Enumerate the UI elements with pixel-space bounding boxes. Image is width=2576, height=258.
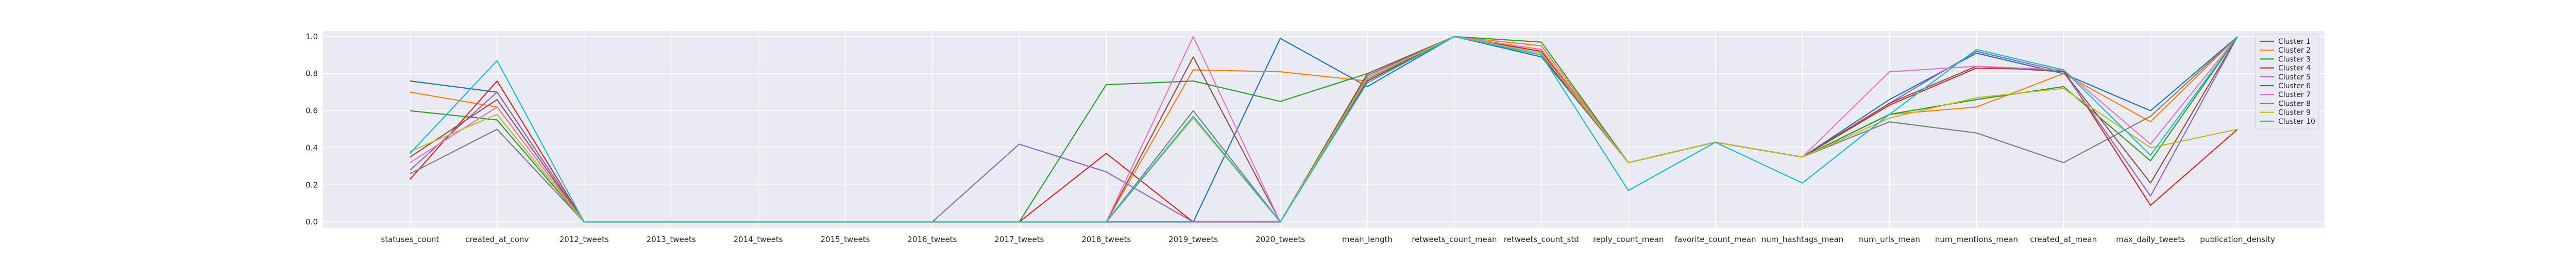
legend-label: Cluster 5 (2278, 73, 2311, 82)
legend-label: Cluster 7 (2278, 91, 2311, 99)
x-tick-label: num_mentions_mean (1935, 235, 2018, 245)
x-tick-label: 2020_tweets (1256, 235, 1305, 245)
y-tick-label: 1.0 (306, 32, 318, 41)
x-tick-label: max_daily_tweets (2116, 235, 2185, 245)
x-tick-label: mean_length (1342, 235, 1393, 245)
legend-label: Cluster 3 (2278, 55, 2311, 63)
legend-label: Cluster 1 (2278, 38, 2311, 46)
x-tick-label: created_at_conv (465, 235, 529, 245)
x-tick-label: num_urls_mean (1859, 235, 1920, 245)
x-tick-label: retweets_count_mean (1412, 235, 1497, 245)
y-tick-label: 0.2 (306, 180, 318, 189)
x-tick-label: 2012_tweets (560, 235, 609, 245)
x-tick-label: publication_density (2200, 235, 2275, 245)
x-axis: statuses_count created_at_conv 2012_tweets… (381, 235, 2275, 245)
x-tick-label: 2018_tweets (1081, 235, 1131, 245)
x-tick-label: favorite_count_mean (1675, 235, 1756, 245)
x-tick-label: retweets_count_std (1504, 235, 1579, 245)
x-tick-label: 2015_tweets (820, 235, 870, 245)
y-tick-label: 0.8 (306, 69, 318, 78)
x-tick-label: created_at_mean (2030, 235, 2097, 245)
legend-label: Cluster 4 (2278, 64, 2311, 73)
legend-label: Cluster 2 (2278, 46, 2311, 55)
y-tick-label: 0.6 (306, 106, 318, 116)
x-tick-label: reply_count_mean (1593, 235, 1664, 245)
y-tick-label: 0.0 (306, 217, 318, 227)
legend-label: Cluster 9 (2278, 109, 2311, 117)
legend-label: Cluster 8 (2278, 100, 2311, 108)
x-tick-label: num_hashtags_mean (1761, 235, 1844, 245)
x-tick-label: 2014_tweets (734, 235, 783, 245)
x-tick-label: 2017_tweets (994, 235, 1044, 245)
x-tick-label: statuses_count (381, 235, 439, 245)
y-tick-label: 0.4 (306, 143, 318, 152)
y-axis: 0.0 0.2 0.4 0.6 0.8 1.0 (306, 32, 318, 227)
legend-label: Cluster 6 (2278, 82, 2311, 90)
legend-label: Cluster 10 (2278, 118, 2315, 126)
x-tick-label: 2013_tweets (647, 235, 696, 245)
x-tick-label: 2019_tweets (1168, 235, 1218, 245)
x-tick-label: 2016_tweets (907, 235, 957, 245)
